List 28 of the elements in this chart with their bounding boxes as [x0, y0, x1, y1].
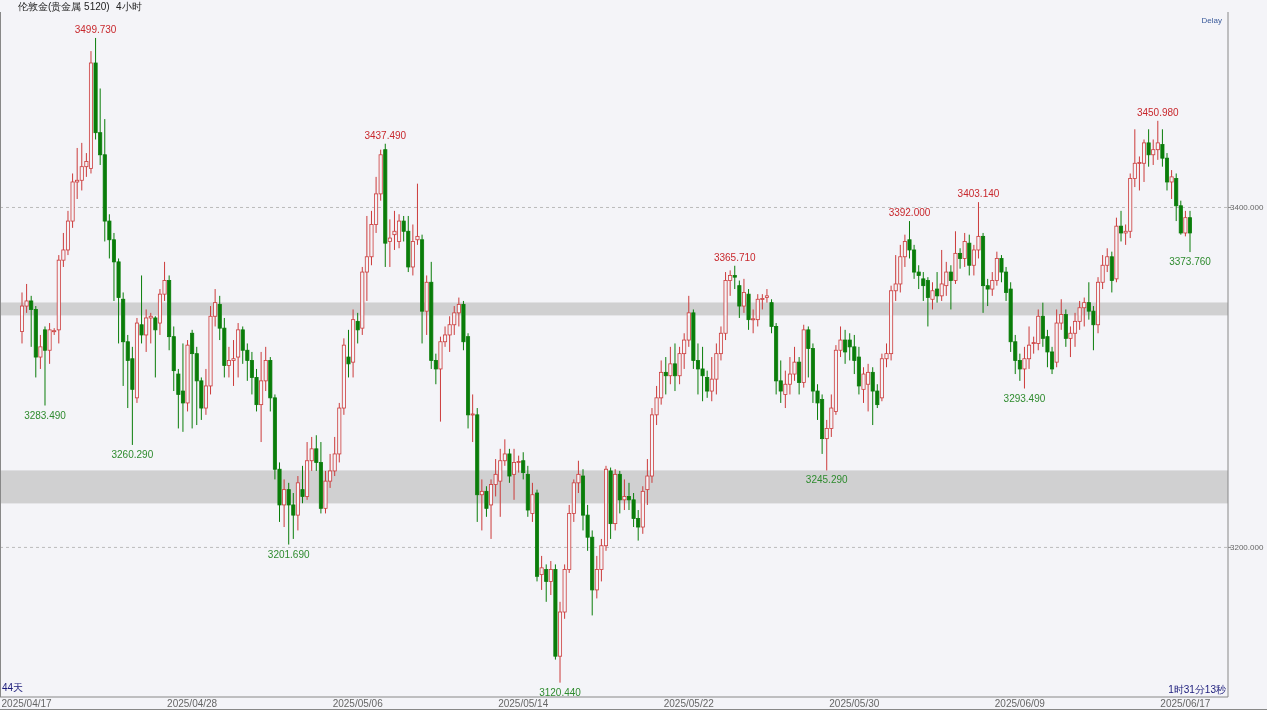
annotation: 3293.490 — [1003, 392, 1046, 404]
x-tick-label: 2025/06/17 — [1160, 698, 1211, 709]
text: Delay — [1201, 16, 1222, 25]
x-tick-label: 2025/05/22 — [663, 698, 715, 709]
annotation: 44天 — [2, 682, 24, 693]
x-tick-label: 2025/05/30 — [829, 698, 880, 709]
annotation: 1时31分13秒 — [1168, 684, 1226, 695]
x-tick-label: 2025/04/28 — [167, 698, 218, 709]
x-tick-label: 2025/06/09 — [994, 698, 1046, 709]
x-tick-label: 2025/04/17 — [1, 698, 53, 709]
annotation: 3245.290 — [805, 474, 849, 486]
annotation: 3437.490 — [364, 129, 407, 141]
annotation: 3392.000 — [888, 207, 931, 219]
x-tick-label: 2025/05/06 — [332, 698, 384, 709]
annotation: 3201.690 — [267, 548, 310, 560]
chart-title: 伦敦金(贵金属 5120) — [18, 1, 110, 12]
chart-subtitle: 4小时 — [116, 1, 142, 12]
annotation: 3450.980 — [1136, 106, 1180, 118]
annotation: 3365.710 — [713, 251, 757, 263]
annotation: 3283.490 — [24, 409, 67, 421]
y-tick-label: 3400.000 — [1230, 203, 1264, 213]
annotation: 3403.140 — [957, 188, 1000, 200]
y-tick-label: 3200.000 — [1230, 543, 1264, 553]
annotation: 3260.290 — [111, 448, 154, 460]
annotation: 3499.730 — [74, 23, 117, 35]
x-tick-label: 2025/05/14 — [498, 698, 549, 709]
annotation: 3373.760 — [1169, 256, 1212, 268]
annotation: 3120.440 — [539, 686, 582, 698]
